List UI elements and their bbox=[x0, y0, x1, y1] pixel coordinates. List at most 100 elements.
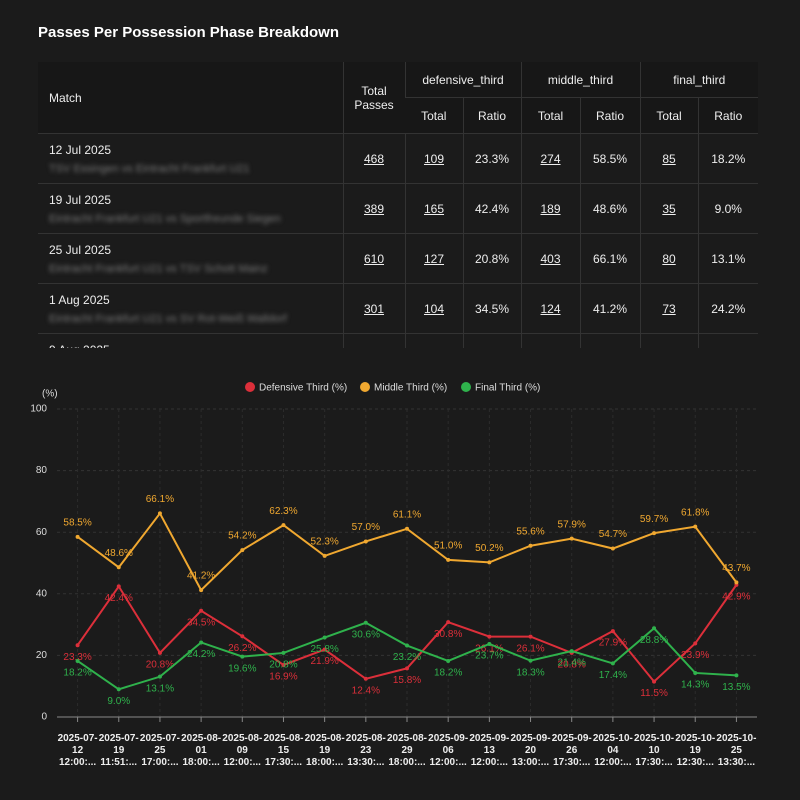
phase-total-link[interactable]: 73 bbox=[662, 301, 676, 316]
header-row: Total Ratio Total Ratio Total Ratio bbox=[38, 97, 758, 134]
x-tick-label: 2025-09-20 13:00:... bbox=[510, 733, 551, 768]
total-link[interactable]: 389 bbox=[363, 201, 385, 216]
series-line bbox=[77, 621, 737, 691]
phase-total: 85 bbox=[639, 133, 699, 184]
phase-total: 403 bbox=[520, 233, 581, 284]
phase-total-link[interactable]: 124 bbox=[540, 301, 561, 316]
x-tick-label: 2025-07-12 12:00:... bbox=[57, 733, 98, 768]
match-name: Eintracht Frankfurt U21 vs Sportfreunde … bbox=[49, 212, 281, 225]
sub-header: Ratio bbox=[697, 97, 758, 134]
match-cell: 12 Jul 2025 TSV Essingen vs Eintracht Fra… bbox=[38, 133, 343, 184]
phase-total: 127 bbox=[404, 233, 463, 284]
legend-label: Final Third (%) bbox=[475, 383, 540, 394]
x-tick-label: 2025-07-25 17:00:... bbox=[139, 733, 180, 768]
total-cell: 389 bbox=[342, 183, 405, 234]
total-cell: 610 bbox=[342, 233, 405, 284]
data-label: 52.3% bbox=[310, 537, 338, 548]
data-label: 17.4% bbox=[599, 670, 627, 681]
table-row: 12 Jul 2025 TSV Essingen vs Eintracht Fra… bbox=[38, 133, 758, 184]
phase-total-link[interactable]: 80 bbox=[662, 251, 676, 266]
x-tick-label: 2025-09-06 12:00:... bbox=[428, 733, 469, 768]
data-label: 57.9% bbox=[558, 519, 586, 530]
total-link[interactable]: 610 bbox=[363, 251, 385, 266]
header-cell: Total Passes bbox=[342, 62, 405, 134]
data-point bbox=[75, 658, 80, 663]
data-label: 15.8% bbox=[393, 675, 421, 686]
match-date: 12 Jul 2025 bbox=[49, 142, 112, 157]
phase-total-link[interactable]: 403 bbox=[540, 251, 561, 266]
x-tick-label: 2025-09-13 12:00:... bbox=[469, 733, 510, 768]
data-point bbox=[569, 650, 574, 655]
data-point bbox=[281, 662, 286, 667]
data-label: 61.8% bbox=[681, 507, 709, 518]
phase-total: 35 bbox=[639, 183, 699, 234]
data-point bbox=[652, 531, 657, 536]
series-line bbox=[76, 584, 738, 684]
total-link[interactable]: 301 bbox=[363, 301, 385, 316]
phase-total-link[interactable]: 127 bbox=[423, 251, 445, 266]
data-point bbox=[693, 670, 698, 675]
header-row: Match Total Passes defensive_third middle_t… bbox=[38, 62, 758, 134]
y-axis-label: (%) bbox=[42, 389, 58, 400]
phase-ratio: 20.8% bbox=[462, 233, 522, 284]
data-point bbox=[240, 634, 245, 639]
data-label: 26.1% bbox=[475, 643, 503, 654]
data-label: 24.2% bbox=[187, 649, 215, 660]
y-tick-label: 20 bbox=[36, 650, 48, 661]
phase-total-link[interactable]: 85 bbox=[662, 151, 676, 166]
phase-total-link[interactable]: 274 bbox=[540, 151, 561, 166]
table-scroll[interactable]: Match Total Passes defensive_third middle_t… bbox=[38, 62, 758, 348]
phase-ratio: 19.6% bbox=[697, 333, 758, 348]
phase-total: 84 bbox=[639, 333, 699, 348]
data-label: 20.8% bbox=[269, 660, 297, 671]
data-point bbox=[693, 524, 698, 529]
y-tick-label: 40 bbox=[36, 588, 48, 599]
header-cell: Match bbox=[38, 62, 343, 134]
data-point bbox=[322, 553, 327, 558]
x-tick-label: 2025-08-29 18:00:... bbox=[386, 733, 428, 768]
phase-total-link[interactable]: 109 bbox=[423, 151, 445, 166]
data-label: 54.7% bbox=[599, 529, 627, 540]
phase-total-link[interactable]: 165 bbox=[423, 201, 445, 216]
data-label: 18.2% bbox=[434, 668, 462, 679]
phase-total: 274 bbox=[520, 133, 581, 184]
data-label: 51.0% bbox=[434, 541, 462, 552]
data-label: 30.6% bbox=[352, 629, 380, 640]
sub-header: Ratio bbox=[579, 97, 641, 134]
x-tick-label: 2025-10-10 17:30:... bbox=[634, 733, 675, 768]
match-date: 9 Aug 2025 bbox=[49, 343, 342, 349]
data-label: 62.3% bbox=[269, 506, 297, 517]
data-point bbox=[405, 526, 409, 531]
phase-total-link[interactable]: 35 bbox=[662, 201, 676, 216]
data-point bbox=[157, 674, 162, 679]
match-date: 1 Aug 2025 bbox=[49, 292, 110, 307]
data-point bbox=[446, 557, 451, 562]
data-label: 20.8% bbox=[558, 660, 586, 671]
match-cell: 1 Aug 2025 Eintracht Frankfurt U21 vs SV … bbox=[38, 283, 343, 334]
data-label: 27.9% bbox=[599, 638, 627, 649]
data-point bbox=[199, 640, 204, 645]
page-title: Passes Per Possession Phase Breakdown bbox=[38, 24, 339, 41]
x-tick-label: 2025-07-19 11:51:... bbox=[98, 733, 139, 768]
sub-header: Total bbox=[520, 97, 581, 134]
data-label: 66.1% bbox=[146, 494, 174, 505]
data-label: 23.9% bbox=[681, 650, 709, 661]
phase-total-link[interactable]: 189 bbox=[540, 201, 561, 216]
data-point bbox=[569, 536, 574, 541]
data-label: 23.3% bbox=[63, 652, 91, 663]
data-point bbox=[75, 643, 80, 648]
phase-total: 104 bbox=[404, 283, 463, 334]
sub-header: Total bbox=[639, 97, 699, 134]
phase-total: 109 bbox=[404, 133, 463, 184]
data-label: 20.8% bbox=[146, 660, 174, 671]
phase-total: 80 bbox=[639, 233, 699, 284]
data-point bbox=[734, 580, 739, 585]
legend-marker bbox=[461, 382, 471, 392]
phase-total-link[interactable]: 104 bbox=[423, 301, 445, 316]
phase-ratio: 34.5% bbox=[462, 283, 522, 334]
x-tick-label: 2025-09-26 17:30:... bbox=[551, 733, 592, 768]
sub-header: Total bbox=[405, 97, 463, 134]
data-point bbox=[652, 626, 657, 631]
data-point bbox=[487, 642, 492, 647]
total-link[interactable]: 468 bbox=[363, 151, 385, 166]
